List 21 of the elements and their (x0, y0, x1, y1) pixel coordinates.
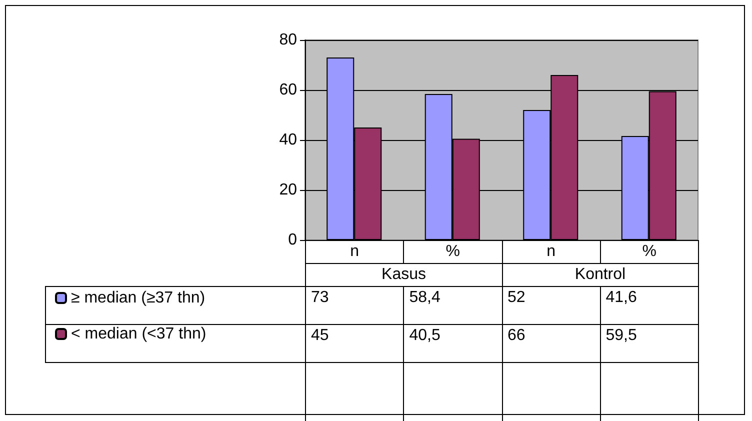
data-label: 66 (502, 324, 600, 362)
x-tick-label: % (600, 240, 698, 264)
x-tick-label: % (404, 240, 502, 264)
x-tick-label: n (306, 240, 404, 264)
data-label: 41,6 (600, 286, 698, 324)
y-tick-label: 60 (279, 82, 298, 98)
data-label: 73 (306, 286, 404, 324)
y-tick-label: 40 (279, 132, 298, 148)
text: Kasus (306, 264, 502, 286)
y-tick-label: 0 (288, 232, 298, 248)
data-label: 59,5 (600, 324, 698, 362)
data-label: 52 (502, 286, 600, 324)
text: Kontrol (502, 264, 698, 286)
data-label: 40,5 (404, 324, 502, 362)
data-label: 58,4 (404, 286, 502, 324)
legend-label: < median (<37 thn) (71, 326, 206, 342)
y-tick-label: 80 (279, 32, 298, 48)
x-tick-label: n (502, 240, 600, 264)
y-tick-label: 20 (279, 182, 298, 198)
data-label: 45 (306, 324, 404, 362)
legend-label: ≥ median (≥37 thn) (71, 290, 206, 306)
